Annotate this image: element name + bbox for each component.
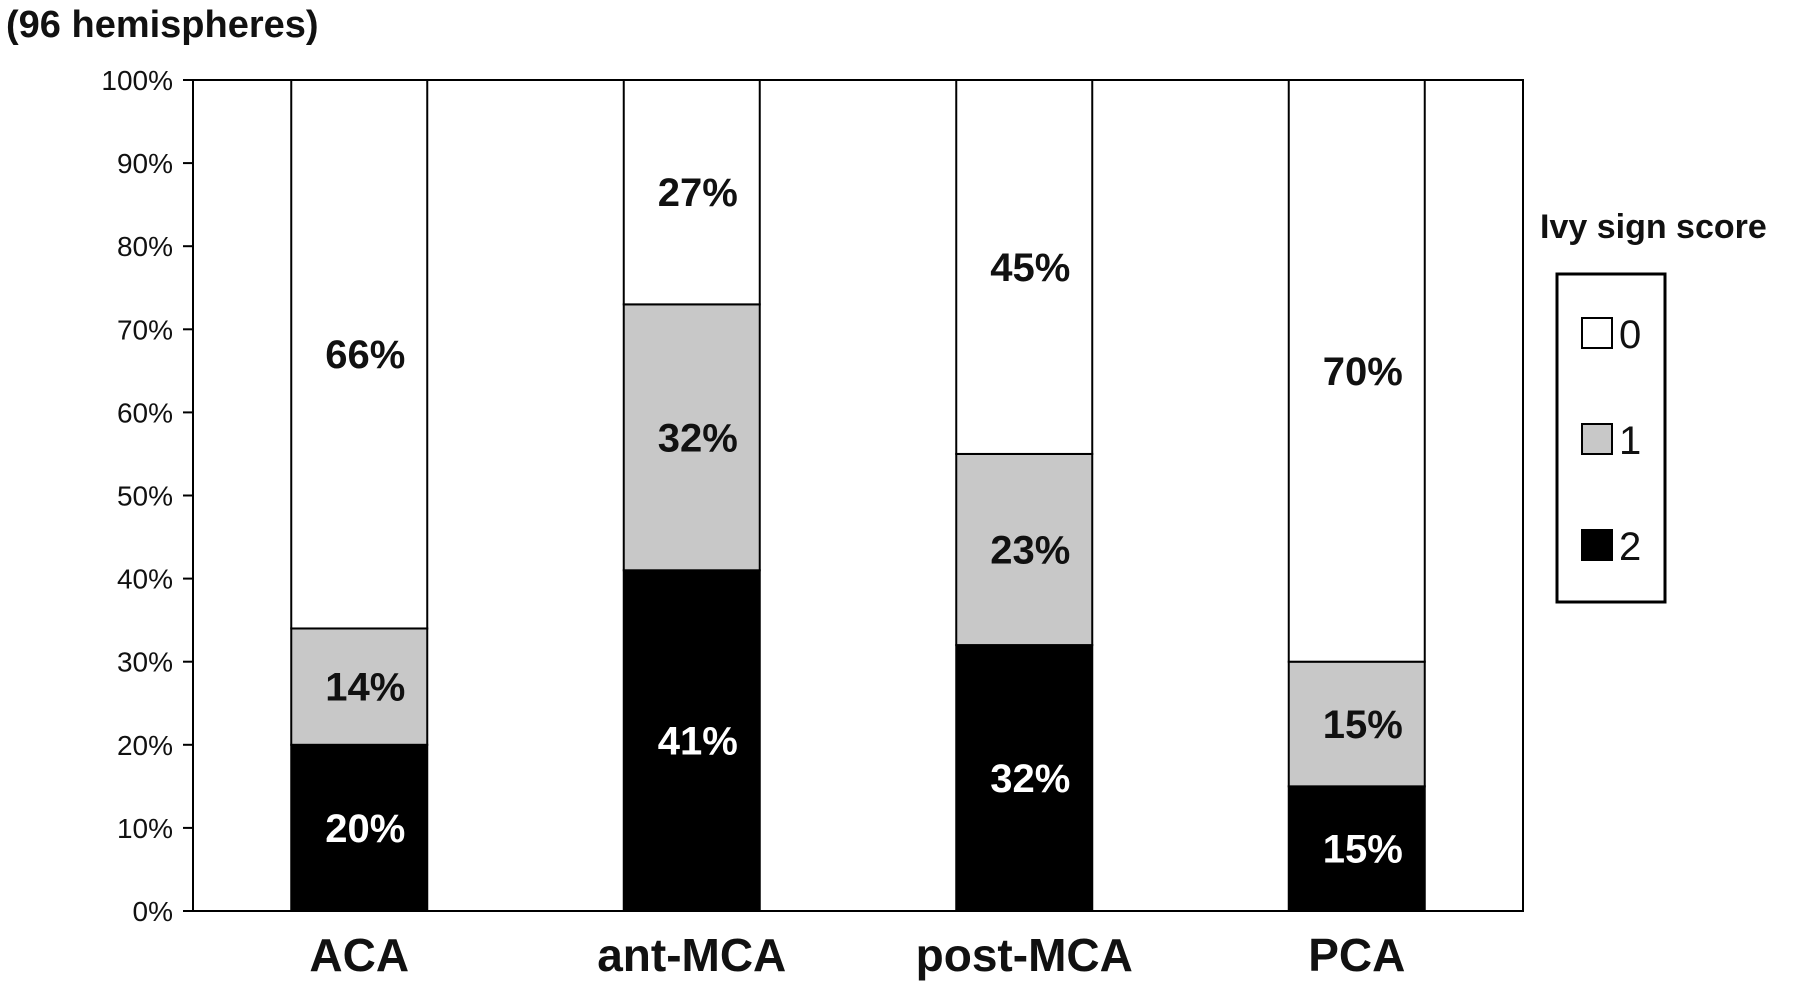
bar-segment [955, 452, 1094, 647]
bar-segment [622, 79, 761, 306]
y-tick-label: 30% [117, 647, 173, 678]
y-tick-label: 50% [117, 481, 173, 512]
bar-segment [955, 644, 1094, 913]
chart-subtitle: (96 hemispheres) [6, 4, 319, 46]
bar-segment [622, 303, 761, 572]
bar-segment [1287, 785, 1426, 912]
data-label: 70% [1323, 350, 1403, 394]
data-label: 32% [990, 757, 1070, 801]
data-label: 45% [990, 246, 1070, 290]
bar-segment [955, 79, 1094, 455]
data-label: 14% [325, 666, 405, 710]
y-tick-label: 100% [101, 65, 173, 96]
x-tick-label: ant-MCA [597, 929, 786, 981]
legend-title: Ivy sign score [1540, 208, 1767, 246]
x-tick-label: ACA [309, 929, 409, 981]
data-label: 27% [658, 171, 738, 215]
x-tick-label: PCA [1308, 929, 1405, 981]
y-tick-label: 0% [133, 896, 173, 927]
legend-label: 0 [1619, 313, 1641, 357]
bar-segment [290, 743, 429, 912]
data-label: 15% [1323, 828, 1403, 872]
y-tick-label: 90% [117, 148, 173, 179]
bar-segment [1287, 79, 1426, 663]
y-tick-label: 80% [117, 231, 173, 262]
data-label: 32% [658, 416, 738, 460]
data-label: 15% [1323, 703, 1403, 747]
legend-swatch [1581, 423, 1613, 455]
data-label: 20% [325, 807, 405, 851]
bar-segment [290, 627, 429, 746]
y-tick-label: 10% [117, 813, 173, 844]
legend-label: 1 [1619, 419, 1641, 463]
y-tick-label: 60% [117, 397, 173, 428]
bar-segment [290, 79, 429, 630]
data-label: 23% [990, 529, 1070, 573]
bar-segment [622, 569, 761, 912]
y-tick-label: 70% [117, 314, 173, 345]
data-label: 66% [325, 333, 405, 377]
legend-label: 2 [1619, 525, 1641, 569]
y-tick-label: 40% [117, 564, 173, 595]
legend-swatch [1581, 317, 1613, 349]
legend-swatch [1581, 529, 1613, 561]
data-label: 41% [658, 720, 738, 764]
y-tick-label: 20% [117, 730, 173, 761]
x-tick-label: post-MCA [916, 929, 1133, 981]
bar-segment [1287, 660, 1426, 788]
